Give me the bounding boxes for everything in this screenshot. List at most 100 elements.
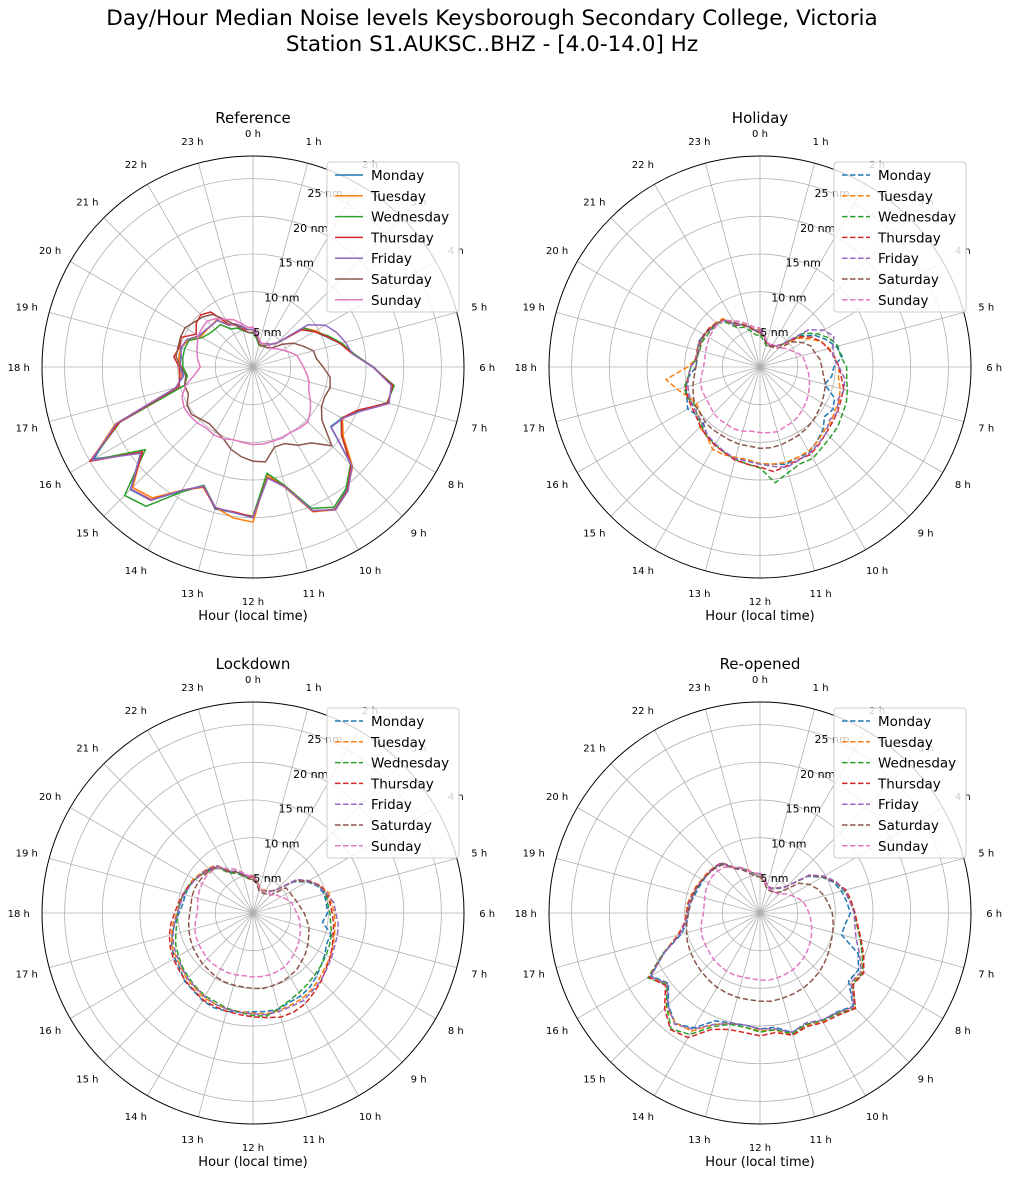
panel-title: Re-opened bbox=[720, 655, 801, 673]
theta-tick-label: 1 h bbox=[306, 683, 322, 694]
theta-tick-label: 19 h bbox=[523, 848, 545, 859]
theta-tick-label: 18 h bbox=[8, 363, 30, 374]
theta-tick-label: 16 h bbox=[39, 480, 61, 491]
theta-tick-label: 7 h bbox=[471, 424, 487, 435]
theta-grid-line bbox=[654, 366, 761, 550]
theta-tick-label: 6 h bbox=[479, 909, 495, 920]
polar-frame bbox=[548, 701, 972, 1125]
theta-grid-line bbox=[70, 912, 254, 1019]
theta-tick-label: 15 h bbox=[583, 529, 605, 540]
theta-grid-line bbox=[759, 912, 943, 1019]
theta-tick-label: 20 h bbox=[546, 792, 568, 803]
legend-label-saturday: Saturday bbox=[371, 818, 432, 834]
legend-label-thursday: Thursday bbox=[370, 776, 434, 792]
legend-box bbox=[326, 707, 460, 859]
theta-tick-label: 20 h bbox=[39, 246, 61, 257]
series-line-tuesday bbox=[90, 319, 394, 523]
theta-tick-label: 5 h bbox=[471, 302, 487, 313]
legend-label-monday: Monday bbox=[878, 714, 931, 730]
theta-tick-label: 17 h bbox=[16, 424, 38, 435]
theta-tick-label: 1 h bbox=[306, 137, 322, 148]
theta-grid-line bbox=[654, 730, 761, 914]
theta-grid-line bbox=[252, 912, 457, 968]
legend-label-thursday: Thursday bbox=[877, 230, 941, 246]
panel-title: Reference bbox=[215, 109, 291, 127]
theta-tick-label: 23 h bbox=[181, 683, 203, 694]
theta-tick-label: 17 h bbox=[523, 424, 545, 435]
theta-grid-line bbox=[103, 217, 254, 368]
theta-tick-label: 10 h bbox=[359, 1112, 381, 1123]
legend: Monday Tuesday Wednesday Thursday Friday Satu… bbox=[833, 161, 967, 313]
series-line-tuesday bbox=[648, 862, 864, 1036]
theta-grid-line bbox=[759, 366, 866, 550]
theta-tick-label: 0 h bbox=[245, 129, 261, 140]
panel-xlabel: Hour (local time) bbox=[198, 609, 307, 624]
theta-grid-line bbox=[610, 763, 761, 914]
theta-grid-line bbox=[70, 366, 254, 473]
series-line-friday bbox=[649, 862, 862, 1034]
r-tick-label: 20 nm bbox=[800, 768, 835, 781]
theta-grid-line bbox=[577, 807, 761, 914]
r-tick-label: 20 nm bbox=[293, 222, 328, 235]
theta-grid-line bbox=[577, 366, 761, 473]
theta-tick-label: 9 h bbox=[411, 1075, 427, 1086]
theta-tick-label: 6 h bbox=[986, 909, 1002, 920]
theta-grid-line bbox=[759, 312, 964, 368]
r-tick-label: 5 nm bbox=[253, 326, 281, 339]
polar-frame bbox=[41, 701, 465, 1125]
series-line-monday bbox=[170, 866, 332, 1014]
figure-title-line-2: Station S1.AUKSC..BHZ - [4.0-14.0] Hz bbox=[285, 32, 699, 57]
theta-tick-label: 11 h bbox=[302, 589, 324, 600]
legend-label-wednesday: Wednesday bbox=[371, 210, 449, 226]
r-tick-label: 15 nm bbox=[786, 257, 821, 270]
theta-grid-line bbox=[147, 730, 254, 914]
theta-grid-line bbox=[577, 912, 761, 1019]
theta-tick-label: 18 h bbox=[8, 909, 30, 920]
r-tick-label: 10 nm bbox=[771, 291, 806, 304]
theta-tick-label: 14 h bbox=[125, 1112, 147, 1123]
series-line-friday bbox=[172, 865, 339, 1016]
theta-grid-line bbox=[252, 858, 457, 914]
r-tick-label: 5 nm bbox=[253, 872, 281, 885]
theta-grid-line bbox=[705, 366, 761, 571]
theta-grid-line bbox=[252, 366, 308, 571]
theta-tick-label: 20 h bbox=[39, 792, 61, 803]
theta-tick-label: 14 h bbox=[632, 1112, 654, 1123]
r-tick-label: 10 nm bbox=[264, 837, 299, 850]
theta-grid-line bbox=[49, 312, 254, 368]
legend-label-wednesday: Wednesday bbox=[878, 210, 956, 226]
theta-tick-label: 8 h bbox=[955, 480, 971, 491]
theta-grid-line bbox=[252, 912, 403, 1063]
theta-grid-line bbox=[252, 912, 359, 1096]
legend-label-saturday: Saturday bbox=[878, 818, 939, 834]
r-tick-label: 15 nm bbox=[279, 803, 314, 816]
theta-grid-line bbox=[252, 366, 436, 473]
theta-grid-line bbox=[103, 763, 254, 914]
theta-tick-label: 0 h bbox=[245, 675, 261, 686]
theta-grid-line bbox=[759, 366, 910, 517]
legend-label-friday: Friday bbox=[878, 797, 919, 813]
theta-grid-line bbox=[147, 184, 254, 368]
legend-label-tuesday: Tuesday bbox=[370, 189, 426, 205]
theta-grid-line bbox=[556, 858, 761, 914]
figure-title-line-1: Day/Hour Median Noise levels Keysborough… bbox=[106, 6, 878, 31]
theta-grid-line bbox=[198, 163, 254, 368]
legend-label-sunday: Sunday bbox=[371, 293, 422, 309]
theta-tick-label: 14 h bbox=[632, 566, 654, 577]
theta-grid-line bbox=[705, 163, 761, 368]
series-line-sunday bbox=[699, 319, 811, 434]
theta-grid-line bbox=[252, 912, 436, 1019]
theta-tick-label: 14 h bbox=[125, 566, 147, 577]
polar-frame bbox=[41, 155, 465, 579]
legend-box bbox=[833, 161, 967, 313]
series-line-saturday bbox=[692, 319, 827, 450]
legend-label-sunday: Sunday bbox=[878, 293, 929, 309]
legend-label-tuesday: Tuesday bbox=[370, 735, 426, 751]
theta-tick-label: 0 h bbox=[752, 675, 768, 686]
theta-tick-label: 21 h bbox=[583, 197, 605, 208]
theta-tick-label: 12 h bbox=[242, 597, 264, 608]
theta-grid-line bbox=[49, 366, 254, 422]
legend-label-saturday: Saturday bbox=[878, 272, 939, 288]
theta-grid-line bbox=[759, 709, 815, 914]
